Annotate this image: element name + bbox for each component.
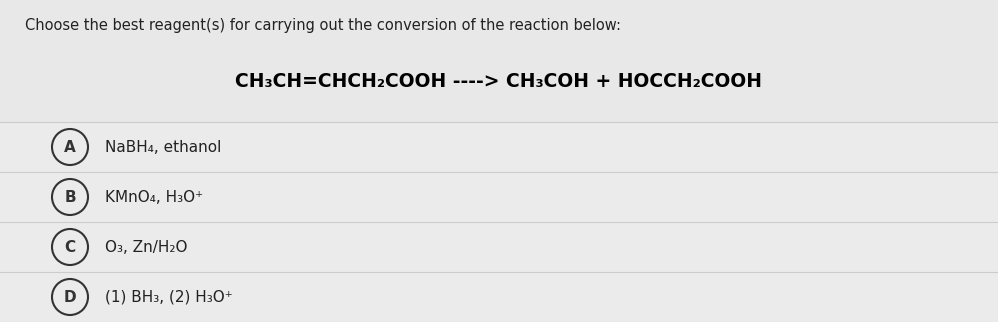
FancyBboxPatch shape [0, 122, 998, 172]
Text: B: B [64, 190, 76, 204]
FancyBboxPatch shape [0, 272, 998, 322]
Text: D: D [64, 289, 76, 305]
Text: KMnO₄, H₃O⁺: KMnO₄, H₃O⁺ [105, 190, 204, 204]
Text: A: A [64, 139, 76, 155]
Text: Choose the best reagent(s) for carrying out the conversion of the reaction below: Choose the best reagent(s) for carrying … [25, 18, 621, 33]
Text: O₃, Zn/H₂O: O₃, Zn/H₂O [105, 240, 188, 254]
FancyBboxPatch shape [0, 172, 998, 222]
Text: (1) BH₃, (2) H₃O⁺: (1) BH₃, (2) H₃O⁺ [105, 289, 233, 305]
Text: C: C [65, 240, 76, 254]
Text: CH₃CH=CHCH₂COOH ----> CH₃COH + HOCCH₂COOH: CH₃CH=CHCH₂COOH ----> CH₃COH + HOCCH₂COO… [236, 72, 762, 91]
Text: NaBH₄, ethanol: NaBH₄, ethanol [105, 139, 222, 155]
FancyBboxPatch shape [0, 222, 998, 272]
